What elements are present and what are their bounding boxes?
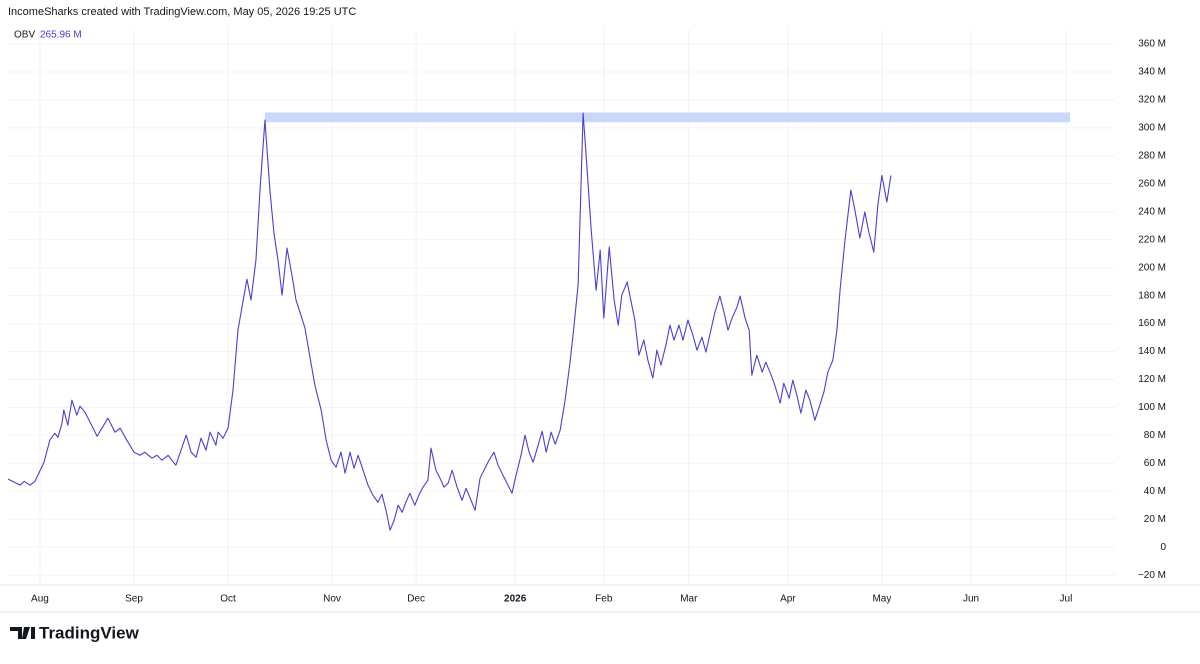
y-tick-label: 100 M (1138, 402, 1166, 413)
x-tick-label: Feb (595, 594, 613, 605)
x-tick-label: 2026 (504, 594, 527, 605)
y-tick-label: 220 M (1138, 234, 1166, 245)
y-tick-label: 360 M (1138, 39, 1166, 50)
y-tick-label: 0 (1160, 542, 1166, 553)
x-tick-label: Dec (407, 594, 425, 605)
y-tick-label: 120 M (1138, 374, 1166, 385)
x-tick-label: Aug (31, 594, 49, 605)
logo-text: TradingView (39, 623, 140, 642)
y-tick-label: 320 M (1138, 95, 1166, 106)
y-tick-label: 180 M (1138, 290, 1166, 301)
logo: TradingView (10, 623, 140, 642)
y-tick-label: 280 M (1138, 150, 1166, 161)
y-tick-label: 200 M (1138, 262, 1166, 273)
y-tick-label: 20 M (1144, 514, 1166, 525)
obv-line (7, 112, 892, 531)
x-tick-label: May (872, 594, 891, 605)
legend-name: OBV (14, 30, 35, 41)
y-tick-label: 60 M (1144, 458, 1166, 469)
y-tick-label: 140 M (1138, 346, 1166, 357)
x-tick-label: Oct (220, 594, 236, 605)
y-tick-label: 240 M (1138, 206, 1166, 217)
x-tick-label: Apr (780, 594, 796, 605)
x-tick-label: Jun (963, 594, 979, 605)
y-tick-label: 340 M (1138, 67, 1166, 78)
header: IncomeSharks created with TradingView.co… (8, 6, 356, 18)
y-tick-label: 40 M (1144, 486, 1166, 497)
y-tick-label: 80 M (1144, 430, 1166, 441)
highlight-band (264, 112, 1070, 123)
x-tick-label: Mar (680, 594, 698, 605)
logo-icon (10, 627, 35, 639)
y-tick-label: −20 M (1138, 570, 1166, 581)
x-tick-label: Jul (1060, 594, 1073, 605)
x-tick-label: Sep (125, 594, 143, 605)
legend-value: 265.96 M (40, 30, 82, 41)
x-tick-label: Nov (323, 594, 341, 605)
y-tick-label: 300 M (1138, 122, 1166, 133)
y-tick-label: 160 M (1138, 318, 1166, 329)
y-tick-label: 260 M (1138, 178, 1166, 189)
